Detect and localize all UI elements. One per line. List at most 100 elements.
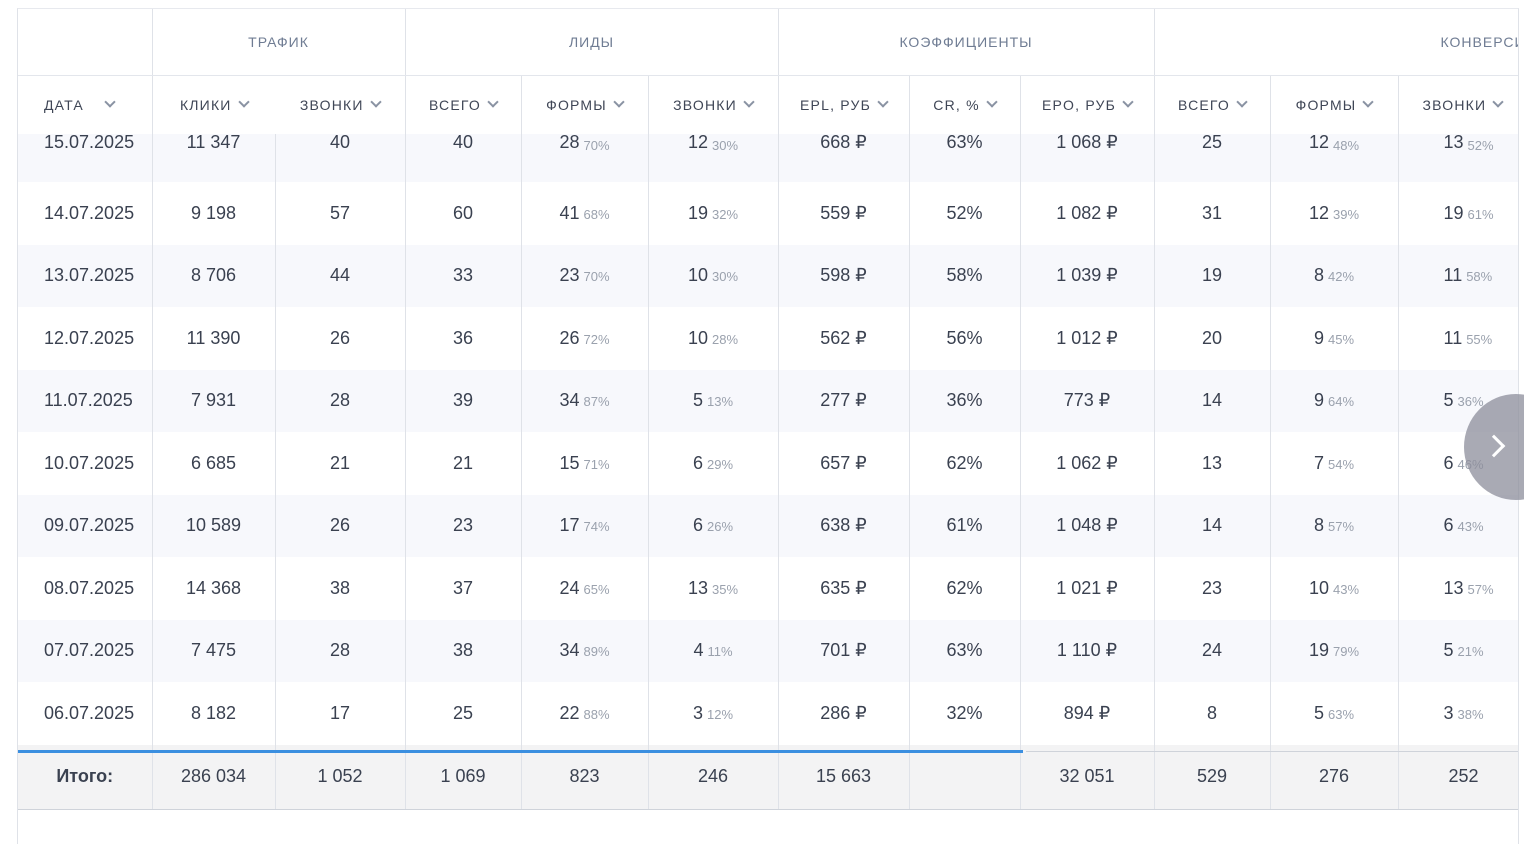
- cell-conv-total: 23: [1153, 557, 1271, 620]
- col-header-leads-calls[interactable]: ЗВОНКИ: [647, 75, 778, 134]
- col-header-leads-forms[interactable]: ФОРМЫ: [520, 75, 648, 134]
- cell-leads-calls: 12 30%: [647, 134, 778, 182]
- cell-leads-calls: 6 26%: [647, 494, 778, 557]
- cell-epo: 1 012 ₽: [1019, 307, 1155, 370]
- cell-leads-forms: 22 88%: [520, 682, 648, 745]
- cell-conv-forms: 9 64%: [1269, 369, 1399, 432]
- cell-value: 21: [329, 452, 351, 473]
- cell-conv-total: 14: [1153, 369, 1271, 432]
- cell-value: 12: [687, 134, 708, 152]
- stats-table-container: ТРАФИК ЛИДЫ КОЭФФИЦИЕНТЫ КОНВЕРСИ ДАТА К…: [17, 8, 1519, 844]
- col-label-conv-calls: ЗВОНКИ: [1422, 97, 1487, 113]
- cell-percent: 61%: [1467, 206, 1494, 222]
- cell-percent: 28%: [712, 331, 739, 347]
- cell-value: 5: [1443, 640, 1454, 661]
- cell-value: 26: [329, 515, 351, 536]
- cell-value: 6: [1443, 515, 1454, 536]
- cell-date: 06.07.2025: [18, 682, 152, 745]
- cell-percent: 26%: [706, 519, 734, 535]
- cell-epo: 1 082 ₽: [1019, 182, 1155, 245]
- cell-value: 28: [559, 134, 580, 152]
- col-header-conv-forms[interactable]: ФОРМЫ: [1269, 75, 1399, 134]
- cell-epo: 1 021 ₽: [1019, 557, 1155, 620]
- cell-leads-forms: 26 72%: [520, 307, 648, 370]
- col-label-date: ДАТА: [44, 97, 84, 113]
- cell-conv-forms: 8 57%: [1269, 494, 1399, 557]
- cell-value: 3: [692, 702, 703, 723]
- cell-conv-calls: 5 21%: [1397, 619, 1518, 682]
- chevron-right-icon: [1482, 434, 1506, 458]
- cell-leads-forms: 34 87%: [520, 369, 648, 432]
- table-row: 11.07.2025 7 931 28 39 34 87% 5 13% 277 ₽36% 773 …: [18, 369, 1518, 432]
- total-epo: 32 051: [1019, 744, 1155, 810]
- col-header-epo[interactable]: EPO, РУБ: [1019, 75, 1155, 134]
- cell-conv-total: 13: [1153, 432, 1271, 495]
- cell-clicks: 9 198: [151, 182, 275, 245]
- cell-value: 1 062 ₽: [1056, 452, 1118, 473]
- cell-value: 40: [452, 134, 474, 152]
- cell-value: 26: [559, 327, 580, 348]
- total-leads: 1 069: [404, 744, 521, 810]
- table-row: 07.07.2025 7 475 28 38 34 89% 4 11% 701 ₽63% 1 11…: [18, 619, 1518, 682]
- cell-value: 1 048 ₽: [1056, 515, 1118, 536]
- cell-percent: 72%: [583, 331, 610, 347]
- cell-percent: 87%: [583, 394, 610, 410]
- chevron-down-icon: [986, 96, 998, 108]
- col-header-clicks[interactable]: КЛИКИ: [151, 75, 275, 134]
- cell-conv-forms: 12 39%: [1269, 182, 1399, 245]
- cell-value: 06.07.2025: [44, 702, 135, 723]
- chevron-down-icon: [237, 96, 250, 108]
- col-label-conv-forms: ФОРМЫ: [1295, 97, 1357, 113]
- cell-value: 25: [452, 702, 474, 723]
- horizontal-scroll-track[interactable]: [1026, 751, 1518, 752]
- col-header-conv-calls[interactable]: ЗВОНКИ: [1397, 75, 1518, 134]
- col-header-epl[interactable]: EPL, РУБ: [777, 75, 909, 134]
- cell-value: 5: [1443, 390, 1454, 411]
- cell-leads-forms: 41 68%: [520, 182, 648, 245]
- cell-percent: 70%: [583, 138, 610, 153]
- cell-epl: 635 ₽: [777, 557, 909, 620]
- cell-value: 32%: [946, 702, 983, 723]
- cell-calls: 57: [274, 182, 405, 245]
- cell-cr: 58%: [908, 244, 1020, 307]
- cell-value: 13: [687, 577, 708, 598]
- cell-value: 10: [1308, 577, 1330, 598]
- col-header-calls[interactable]: ЗВОНКИ: [275, 76, 405, 135]
- total-calls: 1 052: [274, 744, 405, 810]
- cell-conv-forms: 12 48%: [1269, 134, 1399, 182]
- cell-date: 15.07.2025: [18, 134, 152, 182]
- cell-value: 34: [559, 640, 580, 661]
- total-conv: 529: [1153, 744, 1271, 810]
- chevron-down-icon: [613, 96, 625, 108]
- total-conv-forms: 276: [1269, 744, 1399, 810]
- column-header-row: ДАТА КЛИКИ ЗВОНКИ ВСЕГО ФОРМЫ ЗВОНКИ EPL…: [18, 75, 1518, 135]
- group-leads: ЛИДЫ: [404, 9, 778, 76]
- cell-value: 286 ₽: [820, 702, 867, 723]
- cell-percent: 43%: [1333, 581, 1360, 597]
- cell-value: 11 390: [186, 327, 241, 348]
- cell-value: 37: [452, 577, 474, 598]
- cell-clicks: 11 347: [151, 134, 275, 182]
- col-header-leads-total[interactable]: ВСЕГО: [404, 75, 521, 134]
- horizontal-scroll-thumb[interactable]: [18, 750, 1023, 753]
- cell-value: 44: [329, 265, 351, 286]
- cell-value: 9 198: [190, 202, 237, 223]
- cell-clicks: 14 368: [151, 557, 275, 620]
- cell-cr: 52%: [908, 182, 1020, 245]
- cell-calls: 28: [274, 369, 405, 432]
- cell-epl: 286 ₽: [777, 682, 909, 745]
- cell-value: 4: [693, 640, 704, 661]
- col-header-conv-total[interactable]: ВСЕГО: [1153, 75, 1271, 134]
- col-label-calls: ЗВОНКИ: [299, 97, 364, 113]
- cell-percent: 21%: [1457, 644, 1484, 660]
- cell-date: 10.07.2025: [18, 432, 152, 495]
- cell-percent: 54%: [1328, 456, 1355, 472]
- cell-value: 11.07.2025: [44, 390, 133, 411]
- col-header-date[interactable]: ДАТА: [18, 76, 152, 135]
- cell-leads-calls: 4 11%: [647, 619, 778, 682]
- cell-conv-calls: 3 38%: [1397, 682, 1518, 745]
- cell-value: 894 ₽: [1063, 702, 1111, 723]
- col-header-cr[interactable]: CR, %: [908, 75, 1020, 134]
- cell-conv-calls: 6 43%: [1397, 494, 1518, 557]
- chevron-down-icon: [1236, 96, 1248, 108]
